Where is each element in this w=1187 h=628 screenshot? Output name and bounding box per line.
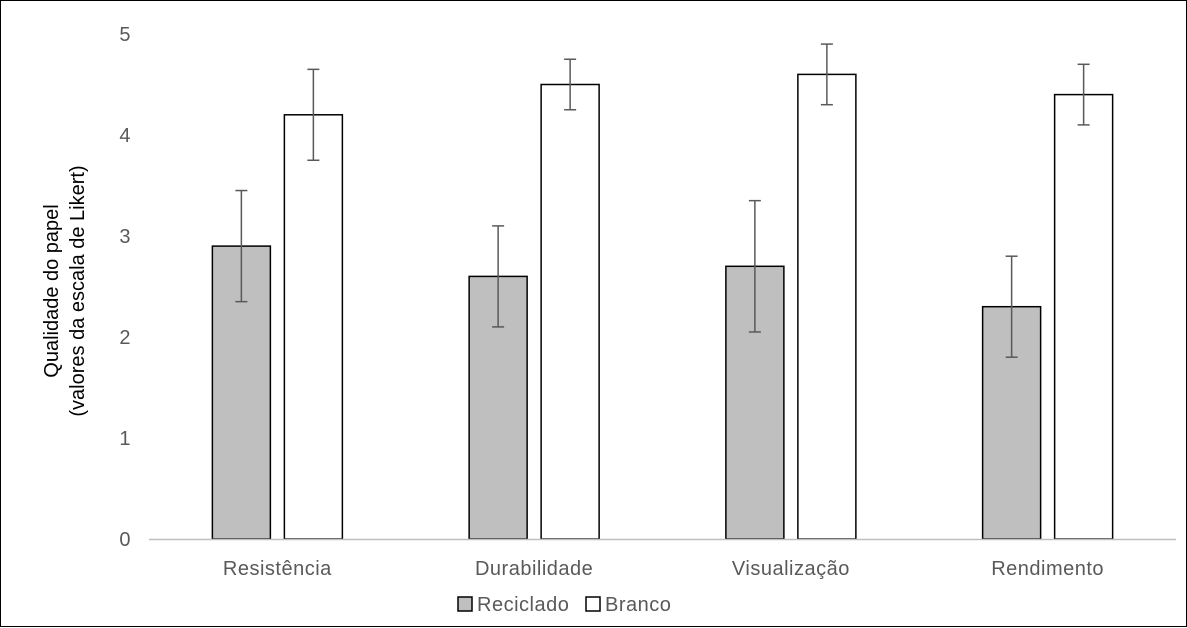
y-tick-label: 4 — [119, 125, 131, 147]
y-axis-title-line-2: (valores da escala de Likert) — [67, 165, 89, 416]
bar-branco — [283, 114, 344, 540]
legend: Reciclado Branco — [457, 594, 671, 616]
bar-branco — [797, 73, 857, 540]
legend-label: Reciclado — [477, 594, 569, 616]
y-axis-title: Qualidade do papel (valores da escala de… — [41, 165, 89, 416]
legend-item-reciclado: Reciclado — [457, 594, 569, 616]
error-bar — [492, 225, 505, 328]
x-tick-label: Visualização — [732, 558, 850, 580]
error-bars — [235, 43, 1090, 358]
y-tick-label: 2 — [119, 327, 131, 349]
legend-swatch — [585, 596, 601, 612]
bar-branco — [1053, 93, 1114, 540]
error-bar — [1005, 255, 1018, 358]
y-tick-label: 1 — [119, 428, 131, 450]
x-tick-label: Resistência — [223, 558, 332, 580]
y-axis-title-line-1: Qualidade do papel — [41, 204, 63, 377]
error-bar — [748, 199, 761, 333]
legend-swatch — [457, 596, 473, 612]
legend-label: Branco — [605, 594, 671, 616]
error-bar — [307, 68, 320, 161]
x-axis-labels: Resistência Durabilidade Visualização Rendi… — [223, 558, 1104, 580]
error-bar — [235, 189, 248, 303]
y-axis-ticks: 0 1 2 3 4 5 — [119, 24, 131, 551]
x-tick-label: Rendimento — [991, 558, 1104, 580]
x-tick-label: Durabilidade — [475, 558, 593, 580]
y-tick-label: 3 — [119, 226, 131, 248]
legend-item-branco: Branco — [585, 594, 671, 616]
bars — [211, 73, 1114, 540]
error-bar — [820, 43, 833, 106]
bar-branco — [540, 83, 600, 540]
error-bar — [564, 58, 577, 111]
y-tick-label: 0 — [119, 529, 131, 551]
error-bar — [1077, 63, 1090, 126]
y-tick-label: 5 — [119, 24, 131, 46]
